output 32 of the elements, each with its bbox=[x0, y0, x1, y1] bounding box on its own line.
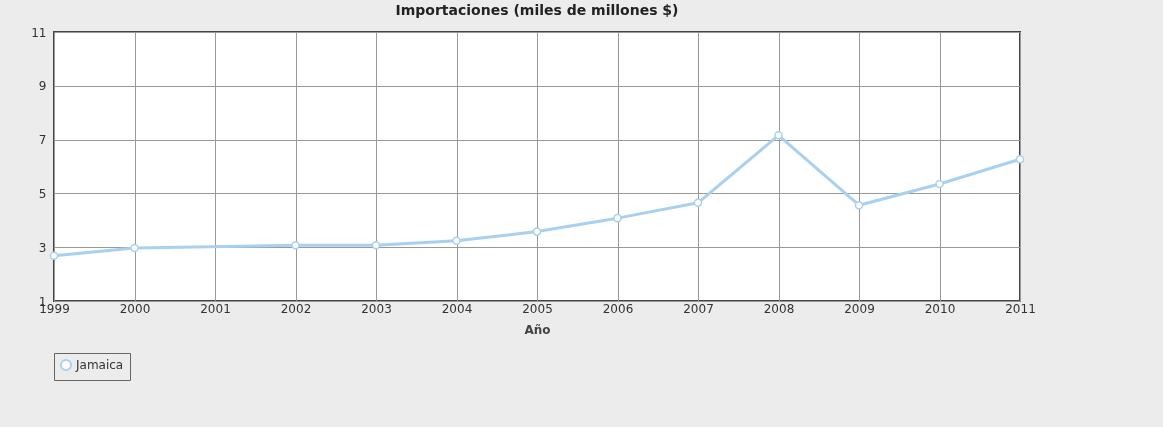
x-tick-label: 2001 bbox=[200, 301, 231, 316]
y-tick-label: 7 bbox=[38, 133, 47, 148]
x-tick-label: 2010 bbox=[924, 301, 956, 316]
x-tick-label: 2009 bbox=[844, 301, 875, 316]
x-tick-label: 2006 bbox=[602, 301, 634, 316]
y-tick-label: 3 bbox=[38, 240, 47, 255]
point bbox=[774, 131, 783, 140]
point bbox=[49, 251, 59, 261]
point bbox=[613, 213, 622, 223]
point bbox=[452, 236, 461, 246]
point bbox=[1015, 154, 1025, 164]
x-tick-label: 2004 bbox=[441, 301, 473, 316]
x-tick-label: 2008 bbox=[763, 301, 795, 316]
chart-title: Importaciones (miles de millones $) bbox=[395, 2, 679, 18]
x-tick-label: 2003 bbox=[361, 301, 392, 316]
x-tick-label: 2000 bbox=[119, 301, 151, 316]
x-tick-label: 2011 bbox=[1005, 301, 1036, 316]
x-axis-title: Año bbox=[524, 322, 551, 337]
point bbox=[693, 198, 703, 208]
y-tick-label: 5 bbox=[38, 186, 47, 201]
point bbox=[854, 200, 864, 210]
y-tick-label: 11 bbox=[31, 25, 47, 40]
point bbox=[291, 241, 300, 250]
point bbox=[532, 227, 542, 236]
point bbox=[371, 241, 381, 250]
x-tick-label: 2002 bbox=[280, 301, 312, 316]
y-tick-label: 9 bbox=[38, 79, 47, 94]
point bbox=[130, 243, 139, 253]
x-tick-label: 2005 bbox=[522, 301, 553, 316]
legend-label: Jamaica bbox=[75, 358, 124, 372]
point bbox=[935, 179, 944, 189]
x-tick-label: 2007 bbox=[683, 301, 714, 316]
